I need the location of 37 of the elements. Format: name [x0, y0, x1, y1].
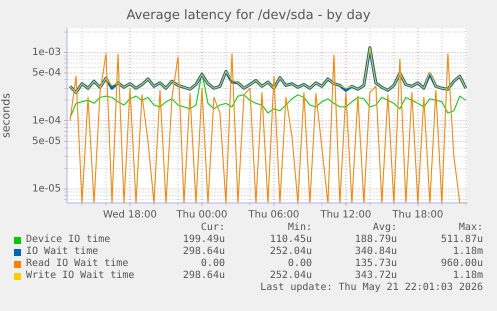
x-tick-label: Thu 06:00	[248, 210, 300, 221]
y-tick-label: 1e-05	[32, 183, 61, 194]
text: 135.73u	[354, 258, 397, 270]
y-tick-label: 5e-05	[32, 136, 61, 147]
text: 1.18m	[452, 270, 483, 282]
text: 343.72u	[354, 270, 397, 282]
text: Min:	[288, 222, 312, 234]
text: 1.18m	[452, 246, 483, 258]
y-tick-label: 1e-03	[32, 47, 61, 58]
text: 340.84u	[354, 246, 397, 258]
legend-label: IO Wait time	[26, 246, 98, 258]
text: 110.45u	[270, 234, 312, 246]
x-tick-label: Thu 18:00	[391, 210, 444, 221]
text: Avg:	[372, 222, 397, 234]
text: 252.04u	[270, 270, 312, 282]
x-tick-label: Wed 18:00	[103, 210, 157, 221]
text: 298.64u	[182, 270, 225, 282]
chart-title: Average latency for /dev/sda - by day	[125, 8, 372, 23]
y-tick-label: 5e-04	[32, 68, 61, 79]
text: 252.04u	[270, 246, 312, 258]
text: Max:	[458, 222, 483, 234]
text: 298.64u	[182, 246, 225, 258]
text: Last update: Thu May 21 22:01:03 2026	[260, 282, 483, 294]
x-tick-label: Thu 00:00	[176, 210, 228, 221]
legend-label: Device IO time	[26, 234, 110, 246]
text: 511.87u	[440, 234, 483, 246]
text: 960.00u	[440, 258, 483, 270]
legend-label: Read IO Wait time	[26, 258, 128, 270]
text: 0.00	[288, 258, 312, 270]
text: 188.79u	[354, 234, 397, 246]
text: 199.49u	[182, 234, 225, 246]
y-tick-label: 1e-04	[32, 115, 61, 126]
x-tick-label: Thu 12:00	[319, 210, 372, 221]
y-axis-title: seconds	[0, 92, 12, 138]
text: Cur:	[200, 222, 225, 234]
legend-label: Write IO Wait time	[26, 270, 134, 282]
text: 0.00	[200, 258, 225, 270]
